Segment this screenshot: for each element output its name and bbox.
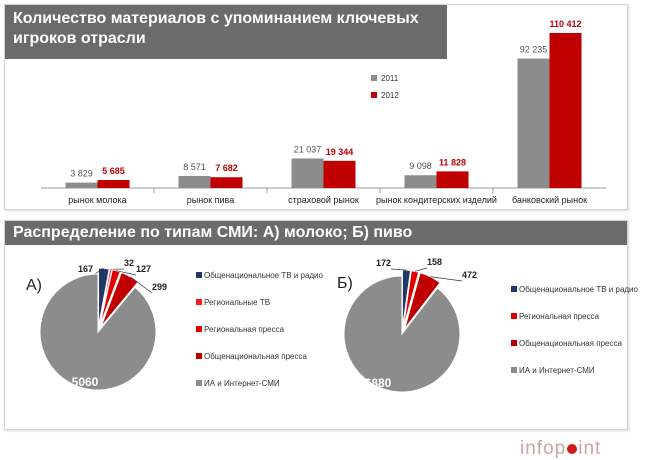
bar-category-label: банковский рынок xyxy=(512,195,587,205)
bar-2011-1 xyxy=(178,175,211,188)
legend-swatch-2011 xyxy=(371,75,377,81)
pie-value-label: 5060 xyxy=(72,375,99,389)
pie-legend-swatch-a-0 xyxy=(196,272,202,278)
pie-legend-label: Общенациональная пресса xyxy=(204,352,307,361)
pie-slice-a-4 xyxy=(39,273,157,391)
pie-legend-label: Общенациональная пресса xyxy=(519,339,622,348)
pie-value-label: 127 xyxy=(136,264,151,274)
pie-legend-swatch-b-0 xyxy=(511,286,517,292)
pie-value-label: 472 xyxy=(462,270,477,280)
bar-value-label: 92 235 xyxy=(520,45,548,55)
pie-legend-label: Региональная пресса xyxy=(519,312,600,321)
pie-leader-line xyxy=(430,276,463,282)
bar-category-label: рынок молока xyxy=(68,195,126,205)
bar-2012-0 xyxy=(97,180,130,188)
bar-category-label: рынок пива xyxy=(187,195,234,205)
pie-value-label: 158 xyxy=(427,257,442,267)
pie-value-label: 299 xyxy=(152,282,167,292)
bar-2011-2 xyxy=(291,158,324,188)
pie-legend-swatch-b-2 xyxy=(511,340,517,346)
pie-legend-label: Общенациональное ТВ и радио xyxy=(519,285,639,294)
logo-text-right: int xyxy=(578,438,602,459)
pie-legend-swatch-a-3 xyxy=(196,353,202,359)
bar-value-label: 7 682 xyxy=(215,163,238,173)
pie-legend-swatch-a-2 xyxy=(196,326,202,332)
logo-text-mid: p xyxy=(554,438,567,459)
bottom-chart-title: Распределение по типам СМИ: А) молоко; Б… xyxy=(5,221,627,245)
logo-dot-icon xyxy=(567,443,578,454)
bar-value-label: 5 685 xyxy=(102,166,125,176)
bar-value-label: 11 828 xyxy=(439,157,466,167)
bar-2011-0 xyxy=(65,182,98,188)
bar-2012-1 xyxy=(210,177,243,188)
pie-leader-line xyxy=(414,267,428,272)
bar-2011-3 xyxy=(404,175,437,188)
pie-leader-line xyxy=(129,276,153,294)
pie-value-label: 172 xyxy=(376,258,391,268)
pie-legend-swatch-a-1 xyxy=(196,299,202,305)
pie-legend-swatch-b-3 xyxy=(511,367,517,373)
bar-2011-4 xyxy=(517,58,550,188)
logo-text-left: info xyxy=(520,438,555,459)
bar-value-label: 110 412 xyxy=(549,19,581,29)
pie-slice-b-3 xyxy=(343,275,461,393)
infopoint-logo: infop int xyxy=(520,438,601,460)
bar-value-label: 3 829 xyxy=(70,169,93,179)
pie-legend-label: Региональная пресса xyxy=(204,325,285,334)
pie-legend-label: Региональные ТВ xyxy=(204,298,270,307)
legend-label-2011: 2011 xyxy=(381,74,399,83)
pie-panel-label-b: Б) xyxy=(337,275,353,292)
pie-legend-label: ИА и Интернет-СМИ xyxy=(204,379,280,388)
pie-legend-label: ИА и Интернет-СМИ xyxy=(519,366,595,375)
bar-2012-2 xyxy=(323,160,356,188)
top-chart-title: Количество материалов с упоминанием ключ… xyxy=(5,5,447,59)
pie-value-label: 32 xyxy=(124,258,134,268)
bar-category-label: страховой рынок xyxy=(288,195,359,205)
bar-value-label: 8 571 xyxy=(183,162,206,172)
bar-value-label: 21 037 xyxy=(294,144,322,154)
legend-label-2012: 2012 xyxy=(381,91,399,100)
pie-legend-label: Общенациональное ТВ и радио xyxy=(204,271,324,280)
pie-legend-swatch-a-4 xyxy=(196,380,202,386)
pie-value-label: 6880 xyxy=(365,376,392,390)
bar-2012-4 xyxy=(549,33,582,188)
legend-swatch-2012 xyxy=(371,92,377,98)
pie-leader-line xyxy=(116,270,137,276)
pie-leader-line xyxy=(390,268,407,271)
bar-value-label: 9 098 xyxy=(409,161,432,171)
bar-2012-3 xyxy=(436,171,469,188)
pie-legend-swatch-b-1 xyxy=(511,313,517,319)
pie-value-label: 167 xyxy=(78,264,93,274)
bar-category-label: рынок кондитерских изделий xyxy=(376,195,497,205)
pie-panel-label-a: А) xyxy=(26,277,42,294)
bar-value-label: 19 344 xyxy=(326,147,354,157)
